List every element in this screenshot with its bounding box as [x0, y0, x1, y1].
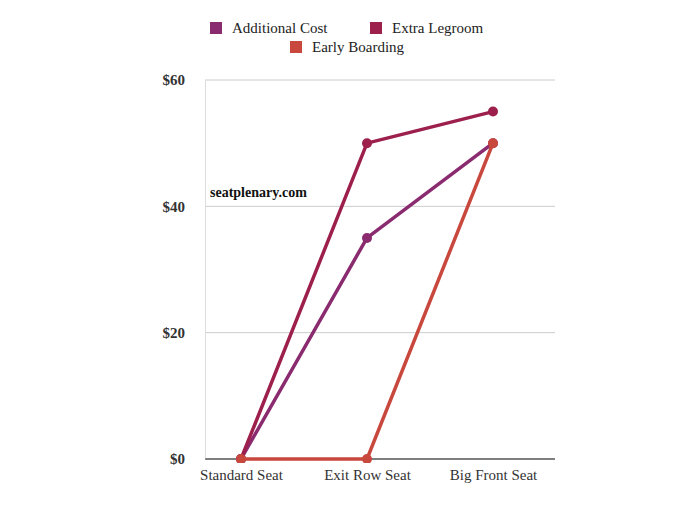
- legend-swatch: [370, 22, 382, 34]
- y-tick: $0: [170, 451, 205, 467]
- y-axis: $0 $20 $40 $60: [163, 72, 206, 467]
- y-tick-label: $40: [163, 199, 186, 215]
- x-tick-label: Big Front Seat: [450, 467, 538, 483]
- y-tick: $20: [163, 325, 206, 341]
- chart-svg: $0 $20 $40 $60 Standard Seat Exit Row Seat Big…: [0, 0, 700, 505]
- legend-item: Extra Legroom: [370, 20, 484, 36]
- y-tick-label: $20: [163, 325, 186, 341]
- legend-item: Additional Cost: [210, 20, 328, 36]
- legend-swatch: [210, 22, 222, 34]
- x-axis: Standard Seat Exit Row Seat Big Front Seat: [200, 459, 555, 483]
- x-tick: Big Front Seat: [450, 459, 538, 483]
- plot-marks: [236, 107, 498, 463]
- y-tick-label: $60: [163, 72, 186, 88]
- series-marker: [488, 107, 498, 117]
- series-marker: [236, 454, 246, 463]
- chart-container: $0 $20 $40 $60 Standard Seat Exit Row Seat Big…: [0, 0, 700, 505]
- grid-line: [205, 332, 555, 333]
- x-tick-label: Exit Row Seat: [324, 467, 411, 483]
- series-marker: [488, 138, 498, 148]
- grid-line: [205, 80, 555, 81]
- legend: Additional Cost Extra Legroom Early Boardi…: [210, 20, 484, 55]
- x-tick-label: Standard Seat: [200, 467, 284, 483]
- legend-label: Extra Legroom: [392, 20, 484, 36]
- series-marker: [236, 454, 246, 463]
- annotation: seatplenary.com: [210, 185, 307, 200]
- series-line: [241, 112, 493, 459]
- y-tick-label: $0: [170, 451, 185, 467]
- series-marker: [362, 138, 372, 148]
- grid-line: [205, 206, 555, 207]
- legend-item: Early Boarding: [290, 39, 405, 55]
- grid: [205, 80, 555, 459]
- y-tick: $40: [163, 199, 206, 215]
- series-marker: [362, 454, 372, 463]
- series-marker: [488, 138, 498, 148]
- legend-swatch: [290, 41, 302, 53]
- series-marker: [236, 454, 246, 463]
- y-axis-line: [205, 81, 206, 460]
- series-marker: [362, 233, 372, 243]
- y-tick: $60: [163, 72, 206, 88]
- legend-label: Additional Cost: [232, 20, 328, 36]
- legend-label: Early Boarding: [312, 39, 405, 55]
